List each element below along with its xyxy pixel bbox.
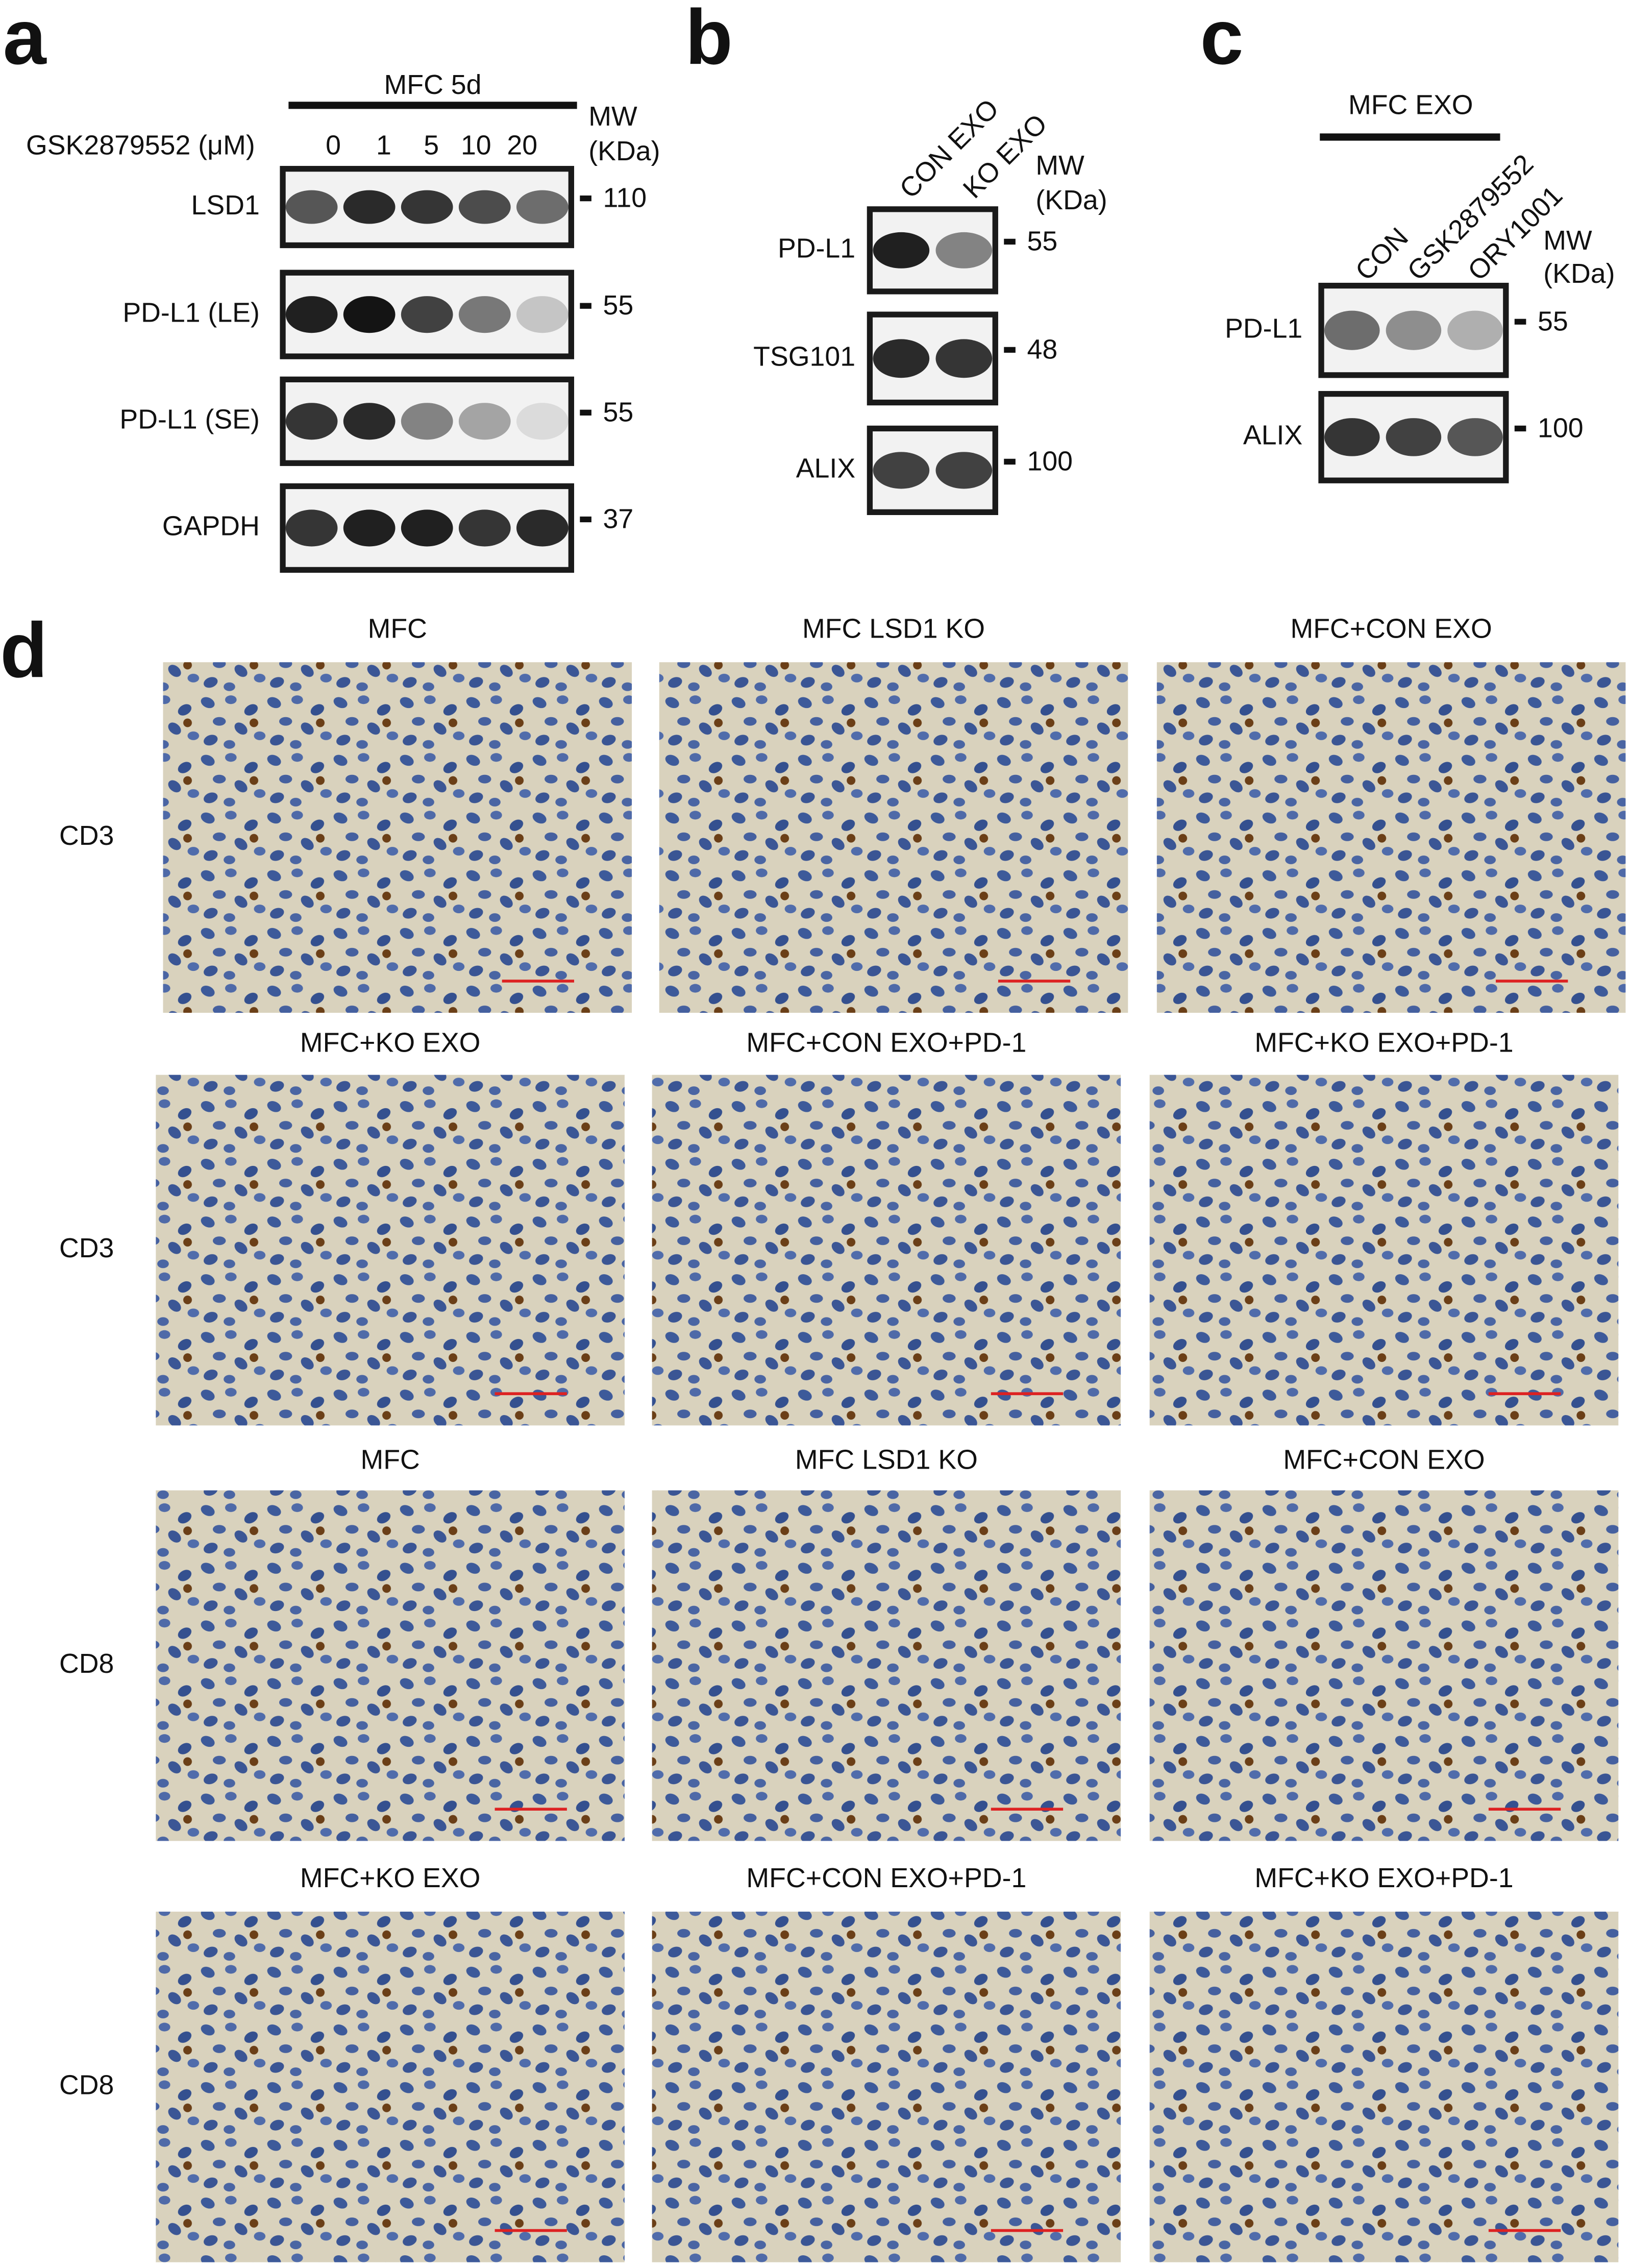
blot-label: ALIX	[1243, 420, 1302, 451]
band	[401, 296, 453, 333]
mw-header: MW	[588, 101, 637, 132]
band	[935, 232, 993, 269]
band	[1386, 310, 1442, 350]
image-title: MFC LSD1 KO	[802, 613, 985, 644]
band	[343, 190, 396, 224]
band	[873, 339, 930, 378]
ihc-image	[163, 662, 632, 1013]
band	[516, 190, 569, 224]
ihc-image	[1149, 1075, 1619, 1426]
band	[285, 403, 338, 440]
blot-label: PD-L1 (LE)	[122, 297, 260, 328]
mw-header: MW	[1035, 150, 1084, 181]
ihc-image	[1156, 662, 1626, 1013]
image-title: MFC	[360, 1444, 419, 1475]
band	[1386, 418, 1442, 456]
ihc-image	[652, 1075, 1121, 1426]
mw-header: (KDa)	[1035, 185, 1107, 215]
image-title: MFC+CON EXO	[1283, 1444, 1485, 1475]
lane-label: 5	[424, 130, 439, 160]
blot-label: PD-L1	[778, 233, 855, 264]
blot-label: PD-L1	[1225, 313, 1302, 344]
mw-value: 55	[1538, 306, 1568, 336]
group-title: MFC 5d	[384, 69, 482, 100]
mw-header: (KDa)	[588, 136, 660, 166]
ihc-image	[1149, 1490, 1619, 1841]
blot-label: LSD1	[191, 190, 260, 221]
blot-frame	[1318, 282, 1509, 378]
band	[873, 452, 930, 489]
mw-value: 48	[1027, 334, 1057, 364]
band	[285, 509, 338, 547]
band	[458, 190, 511, 224]
mw-value: 55	[603, 397, 634, 427]
band	[1447, 310, 1503, 350]
band	[516, 296, 569, 333]
band	[401, 509, 453, 547]
mw-value: 37	[603, 503, 634, 534]
band	[935, 452, 993, 489]
band	[1447, 418, 1503, 456]
marker-label: CD3	[59, 1233, 114, 1263]
blot-label: PD-L1 (SE)	[119, 404, 259, 434]
image-title: MFC LSD1 KO	[795, 1444, 978, 1475]
marker-label: CD3	[59, 820, 114, 851]
image-title: MFC+CON EXO+PD-1	[746, 1863, 1026, 1893]
mw-value: 100	[1538, 412, 1584, 443]
band	[516, 509, 569, 547]
panel-label: a	[3, 0, 47, 81]
lane-label: 20	[507, 130, 537, 160]
image-title: MFC+KO EXO	[300, 1863, 481, 1893]
marker-label: CD8	[59, 2069, 114, 2100]
image-title: MFC+KO EXO+PD-1	[1254, 1027, 1513, 1058]
ihc-image	[659, 662, 1128, 1013]
band	[1324, 310, 1380, 350]
mw-value: 55	[603, 290, 634, 321]
blot-label: TSG101	[753, 342, 855, 372]
mw-header: MW	[1543, 225, 1592, 256]
mw-value: 100	[1027, 446, 1073, 476]
panel-label: b	[685, 0, 733, 81]
ihc-image	[156, 1490, 625, 1841]
blot-label: ALIX	[796, 453, 855, 484]
band	[343, 296, 396, 333]
band	[285, 190, 338, 224]
band	[458, 509, 511, 547]
band	[285, 296, 338, 333]
image-title: MFC+CON EXO+PD-1	[746, 1027, 1026, 1058]
band	[401, 403, 453, 440]
panel-label: c	[1200, 0, 1244, 81]
lane-label: 0	[326, 130, 341, 160]
lane-label: 1	[376, 130, 391, 160]
treatment-label: GSK2879552 (μM)	[26, 130, 255, 160]
band	[1324, 418, 1380, 456]
band	[516, 403, 569, 440]
image-title: MFC+KO EXO+PD-1	[1254, 1863, 1513, 1893]
mw-value: 55	[1027, 226, 1057, 256]
blot-label: GAPDH	[162, 511, 260, 542]
ihc-image	[652, 1911, 1121, 2262]
image-title: MFC+CON EXO	[1290, 613, 1492, 644]
marker-label: CD8	[59, 1648, 114, 1679]
band	[401, 190, 453, 224]
image-title: MFC+KO EXO	[300, 1027, 481, 1058]
image-title: MFC	[368, 613, 427, 644]
band	[873, 232, 930, 269]
group-title: MFC EXO	[1348, 89, 1473, 120]
band	[343, 509, 396, 547]
ihc-image	[1149, 1911, 1619, 2262]
lane-label: 10	[461, 130, 491, 160]
mw-value: 110	[603, 183, 647, 213]
band	[343, 403, 396, 440]
band	[458, 403, 511, 440]
band	[935, 339, 993, 378]
ihc-image	[652, 1490, 1121, 1841]
ihc-image	[156, 1911, 625, 2262]
ihc-image	[156, 1075, 625, 1426]
mw-header: (KDa)	[1543, 258, 1615, 289]
panel-label: d	[0, 607, 47, 694]
band	[458, 296, 511, 333]
